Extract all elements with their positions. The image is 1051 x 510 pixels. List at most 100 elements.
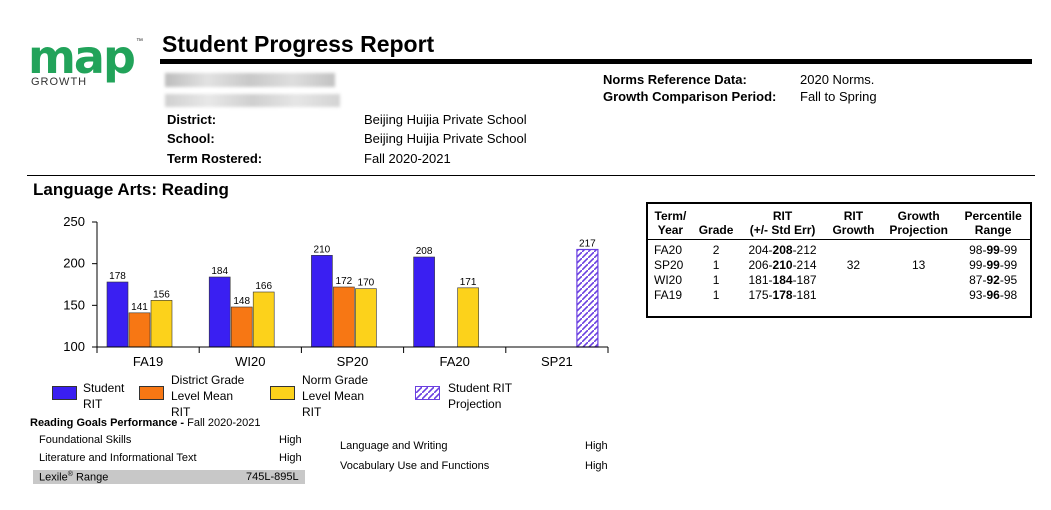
- legend-swatch-district-mean: [139, 386, 164, 400]
- legend-swatch-projection: [415, 386, 440, 400]
- x-tick-label: FA20: [440, 354, 470, 369]
- legend-line: RIT: [83, 397, 103, 411]
- bar: [150, 300, 173, 348]
- x-tick-label: SP20: [337, 354, 369, 369]
- bar: [311, 255, 333, 348]
- goal-level: High: [279, 434, 302, 446]
- cell-rit: 206-210-214: [748, 258, 817, 272]
- data-label: 217: [579, 239, 596, 250]
- section-title: Language Arts: Reading: [33, 180, 229, 199]
- legend-line: Norm Grade: [302, 373, 369, 387]
- cell-growth-projection: [881, 273, 956, 288]
- lexile-label: Lexile® Range: [39, 471, 109, 484]
- logo-subtitle: GROWTH: [31, 76, 88, 88]
- bar: [252, 291, 275, 348]
- data-label: 166: [255, 281, 272, 292]
- table-row: WI20 1 181-184-187 87-92-95: [648, 273, 1030, 288]
- legend-student-rit: Student RIT: [83, 380, 124, 412]
- student-name-redacted: [165, 73, 335, 87]
- logo-trademark: ™: [136, 38, 143, 45]
- rit-bar-chart: 178 141 156 184 148 166 210 172 170 208 171 217 100…: [63, 214, 609, 369]
- data-label: 156: [153, 289, 170, 300]
- table-row: FA20 2 204-208-212 98-99-99: [648, 240, 1030, 259]
- cell-rit-growth: [826, 240, 881, 259]
- bar: [355, 288, 377, 348]
- term-rostered-label: Term Rostered:: [167, 151, 263, 166]
- goals-title: Reading Goals Performance - Fall 2020-20…: [30, 417, 261, 429]
- district-label: District:: [167, 112, 217, 127]
- x-tick-label: SP21: [541, 354, 573, 369]
- header-growth-projection: Growth Projection: [881, 204, 957, 240]
- data-label: 148: [233, 296, 250, 307]
- legend-line: Projection: [448, 397, 502, 411]
- header-term-year: Term/Year: [648, 204, 693, 240]
- legend-line: RIT: [302, 405, 322, 419]
- header-rit-growth: RIT Growth: [825, 204, 882, 240]
- data-label: 210: [314, 244, 331, 255]
- chart-bars: [106, 248, 599, 348]
- legend-line: District Grade: [171, 373, 245, 387]
- legend-norm-mean: Norm Grade Level Mean RIT: [302, 372, 368, 420]
- data-label: 141: [131, 302, 148, 313]
- cell-growth-projection: [881, 288, 956, 303]
- cell-term: WI20: [654, 273, 683, 287]
- cell-percentile: 93-96-98: [969, 288, 1018, 302]
- cell-term: FA19: [654, 288, 683, 302]
- legend-line: Level Mean: [302, 389, 365, 403]
- cell-percentile: 99-99-99: [969, 258, 1018, 272]
- legend-line: Student: [83, 381, 125, 395]
- cell-percentile: 87-92-95: [969, 273, 1018, 287]
- goal-name: Language and Writing: [340, 440, 448, 452]
- x-tick-label: WI20: [235, 354, 265, 369]
- data-label: 170: [358, 278, 375, 289]
- student-id-redacted: [165, 94, 340, 107]
- growth-period-label: Growth Comparison Period:: [603, 89, 777, 104]
- legend-line: RIT: [171, 405, 191, 419]
- bar: [208, 276, 231, 348]
- cell-percentile: 98-99-99: [969, 243, 1018, 257]
- header-rit: RIT (+/- Std Err): [739, 204, 826, 240]
- goal-level: High: [585, 460, 608, 472]
- lexile-range-bar: [33, 470, 305, 484]
- cell-grade: 1: [712, 258, 720, 272]
- logo-wordmark: map: [28, 30, 136, 84]
- cell-rit-growth: [826, 288, 881, 303]
- growth-period-value: Fall to Spring: [800, 89, 877, 104]
- report-title: Student Progress Report: [162, 31, 435, 57]
- school-value: Beijing Huijia Private School: [364, 131, 527, 146]
- table-row: SP20 1 206-210-214 32 13 99-99-99: [648, 258, 1030, 273]
- y-tick-label: 100: [63, 339, 85, 354]
- chart-axis: 100 150 200 250 FA19 WI20 SP20 FA20 SP21: [63, 214, 609, 369]
- goal-name: Vocabulary Use and Functions: [340, 460, 490, 472]
- norms-reference-label: Norms Reference Data:: [603, 72, 747, 87]
- header-grade: Grade: [692, 204, 740, 240]
- header-percentile-range: Percentile Range: [956, 204, 1030, 240]
- y-tick-label: 150: [63, 297, 85, 312]
- goal-level: High: [585, 440, 608, 452]
- data-label: 184: [211, 266, 228, 277]
- cell-grade: 1: [712, 288, 720, 302]
- y-tick-label: 200: [63, 256, 85, 271]
- legend-district-mean: District Grade Level Mean RIT: [171, 372, 244, 420]
- legend-line: Level Mean: [171, 389, 234, 403]
- rit-summary-table: Term/Year Grade RIT (+/- Std Err) RIT Grow…: [646, 202, 1032, 318]
- chart-labels: 178 141 156 184 148 166 210 172 170 208 171 217: [109, 239, 596, 313]
- cell-rit: 181-184-187: [748, 273, 817, 287]
- goal-name: Literature and Informational Text: [39, 452, 197, 464]
- cell-rit-growth: [826, 273, 881, 288]
- x-tick-label: FA19: [133, 354, 163, 369]
- legend-swatch-norm-mean: [270, 386, 295, 400]
- data-label: 172: [336, 276, 353, 287]
- cell-rit: 175-178-181: [748, 288, 817, 302]
- bar: [230, 306, 253, 348]
- map-growth-logo: map ™ GROWTH: [28, 34, 153, 93]
- goal-level: High: [279, 452, 302, 464]
- bar: [106, 281, 129, 348]
- term-rostered-value: Fall 2020-2021: [364, 151, 451, 166]
- legend-line: Student RIT: [448, 381, 513, 395]
- bar: [457, 287, 479, 348]
- y-tick-label: 250: [63, 214, 85, 229]
- legend-swatch-student-rit: [52, 386, 77, 400]
- title-divider: [160, 59, 1032, 64]
- cell-growth-projection: [881, 240, 956, 259]
